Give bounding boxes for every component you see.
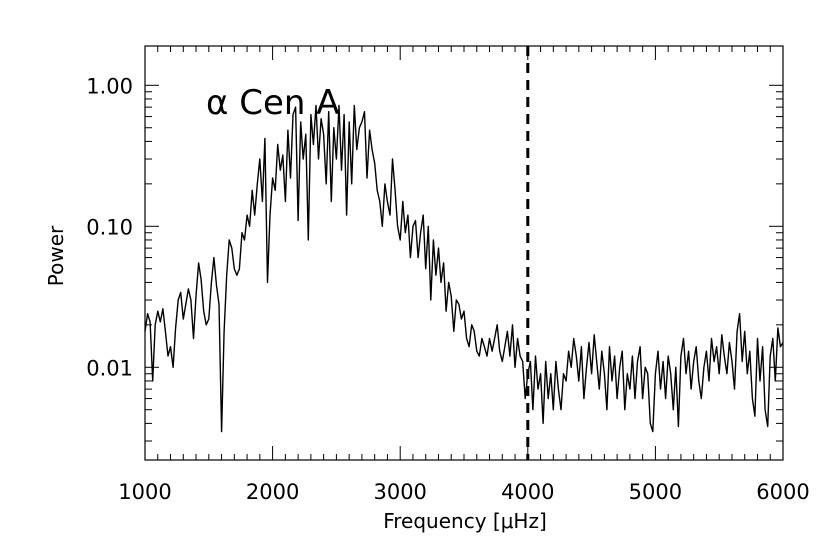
x-tick-label: 2000 [246,480,299,504]
y-tick-label: 0.01 [86,356,133,380]
x-tick-label: 6000 [756,480,809,504]
plot-frame [144,45,784,461]
y-tick-label: 1.00 [86,74,133,98]
star-annotation: α Cen A [206,83,340,123]
x-tick-label: 4000 [501,480,554,504]
y-tick-labels: 0.01 0.10 1.00 [86,74,133,380]
x-tick-labels: 1000 2000 3000 4000 5000 6000 [118,480,809,504]
y-tick-label: 0.10 [86,215,133,239]
x-tick-label: 1000 [118,480,171,504]
y-axis-label: Power [44,225,68,286]
x-tick-label: 5000 [629,480,682,504]
x-axis-label: Frequency [μHz] [383,509,547,533]
series-line-power [144,104,784,433]
x-tick-label: 3000 [373,480,426,504]
